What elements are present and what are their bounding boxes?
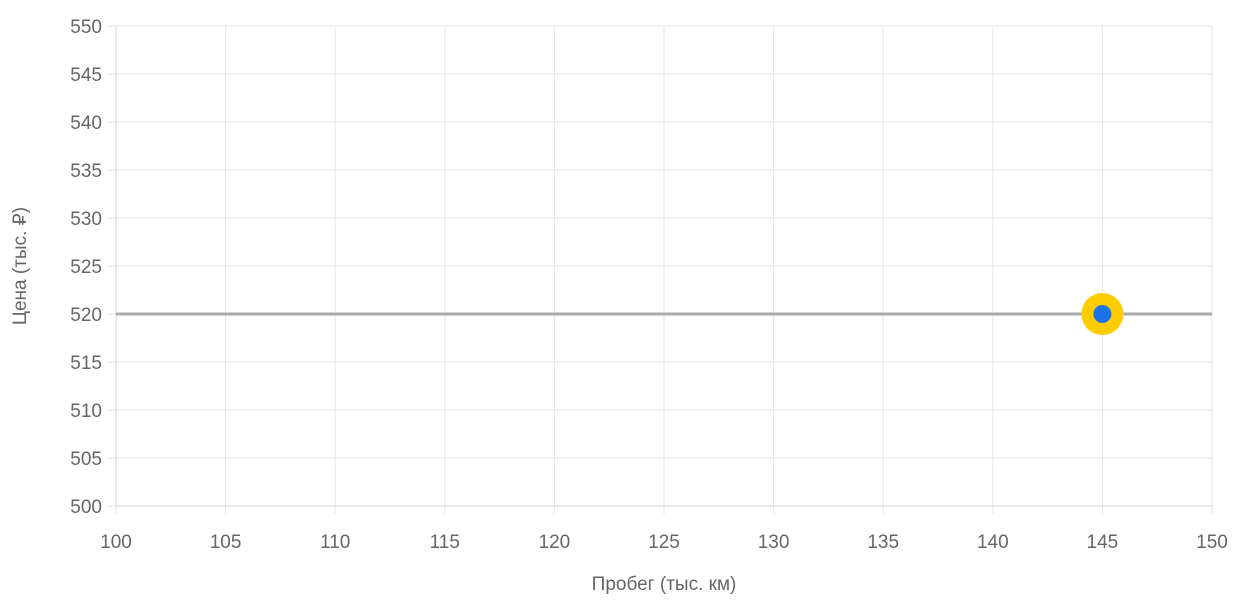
- x-tick-label-110: 110: [320, 532, 350, 553]
- x-tick-label-140: 140: [977, 532, 1009, 553]
- x-axis-title: Пробег (тыс. км): [592, 574, 737, 595]
- x-tick-label-105: 105: [210, 532, 242, 553]
- y-tick-label-515: 515: [70, 353, 102, 374]
- y-tick-label-510: 510: [70, 401, 102, 422]
- x-tick-label-125: 125: [648, 532, 680, 553]
- x-tick-label-135: 135: [867, 532, 899, 553]
- data-point[interactable]: [1093, 305, 1112, 323]
- data-points: [1081, 293, 1124, 335]
- grid: [108, 25, 1213, 514]
- y-tick-label-505: 505: [70, 449, 102, 470]
- x-tick-label-145: 145: [1087, 532, 1119, 553]
- y-tick-label-540: 540: [70, 113, 102, 134]
- y-tick-label-525: 525: [70, 257, 102, 278]
- tick-labels: 100 105 110 115 120 125 130 135 140 145 150 500 505 5…: [70, 17, 1228, 553]
- y-tick-label-545: 545: [70, 65, 102, 86]
- x-tick-label-100: 100: [100, 532, 132, 553]
- x-tick-label-120: 120: [539, 532, 571, 553]
- y-tick-label-530: 530: [70, 209, 102, 230]
- x-tick-label-150: 150: [1196, 532, 1228, 553]
- y-tick-label-520: 520: [70, 305, 102, 326]
- x-tick-label-115: 115: [430, 532, 460, 553]
- axes: [115, 26, 1212, 507]
- y-axis-title: Цена (тыс. ₽): [10, 207, 31, 325]
- y-tick-label-535: 535: [70, 161, 102, 182]
- y-tick-label-550: 550: [70, 17, 102, 38]
- x-tick-label-130: 130: [758, 532, 790, 553]
- y-tick-label-500: 500: [70, 497, 102, 518]
